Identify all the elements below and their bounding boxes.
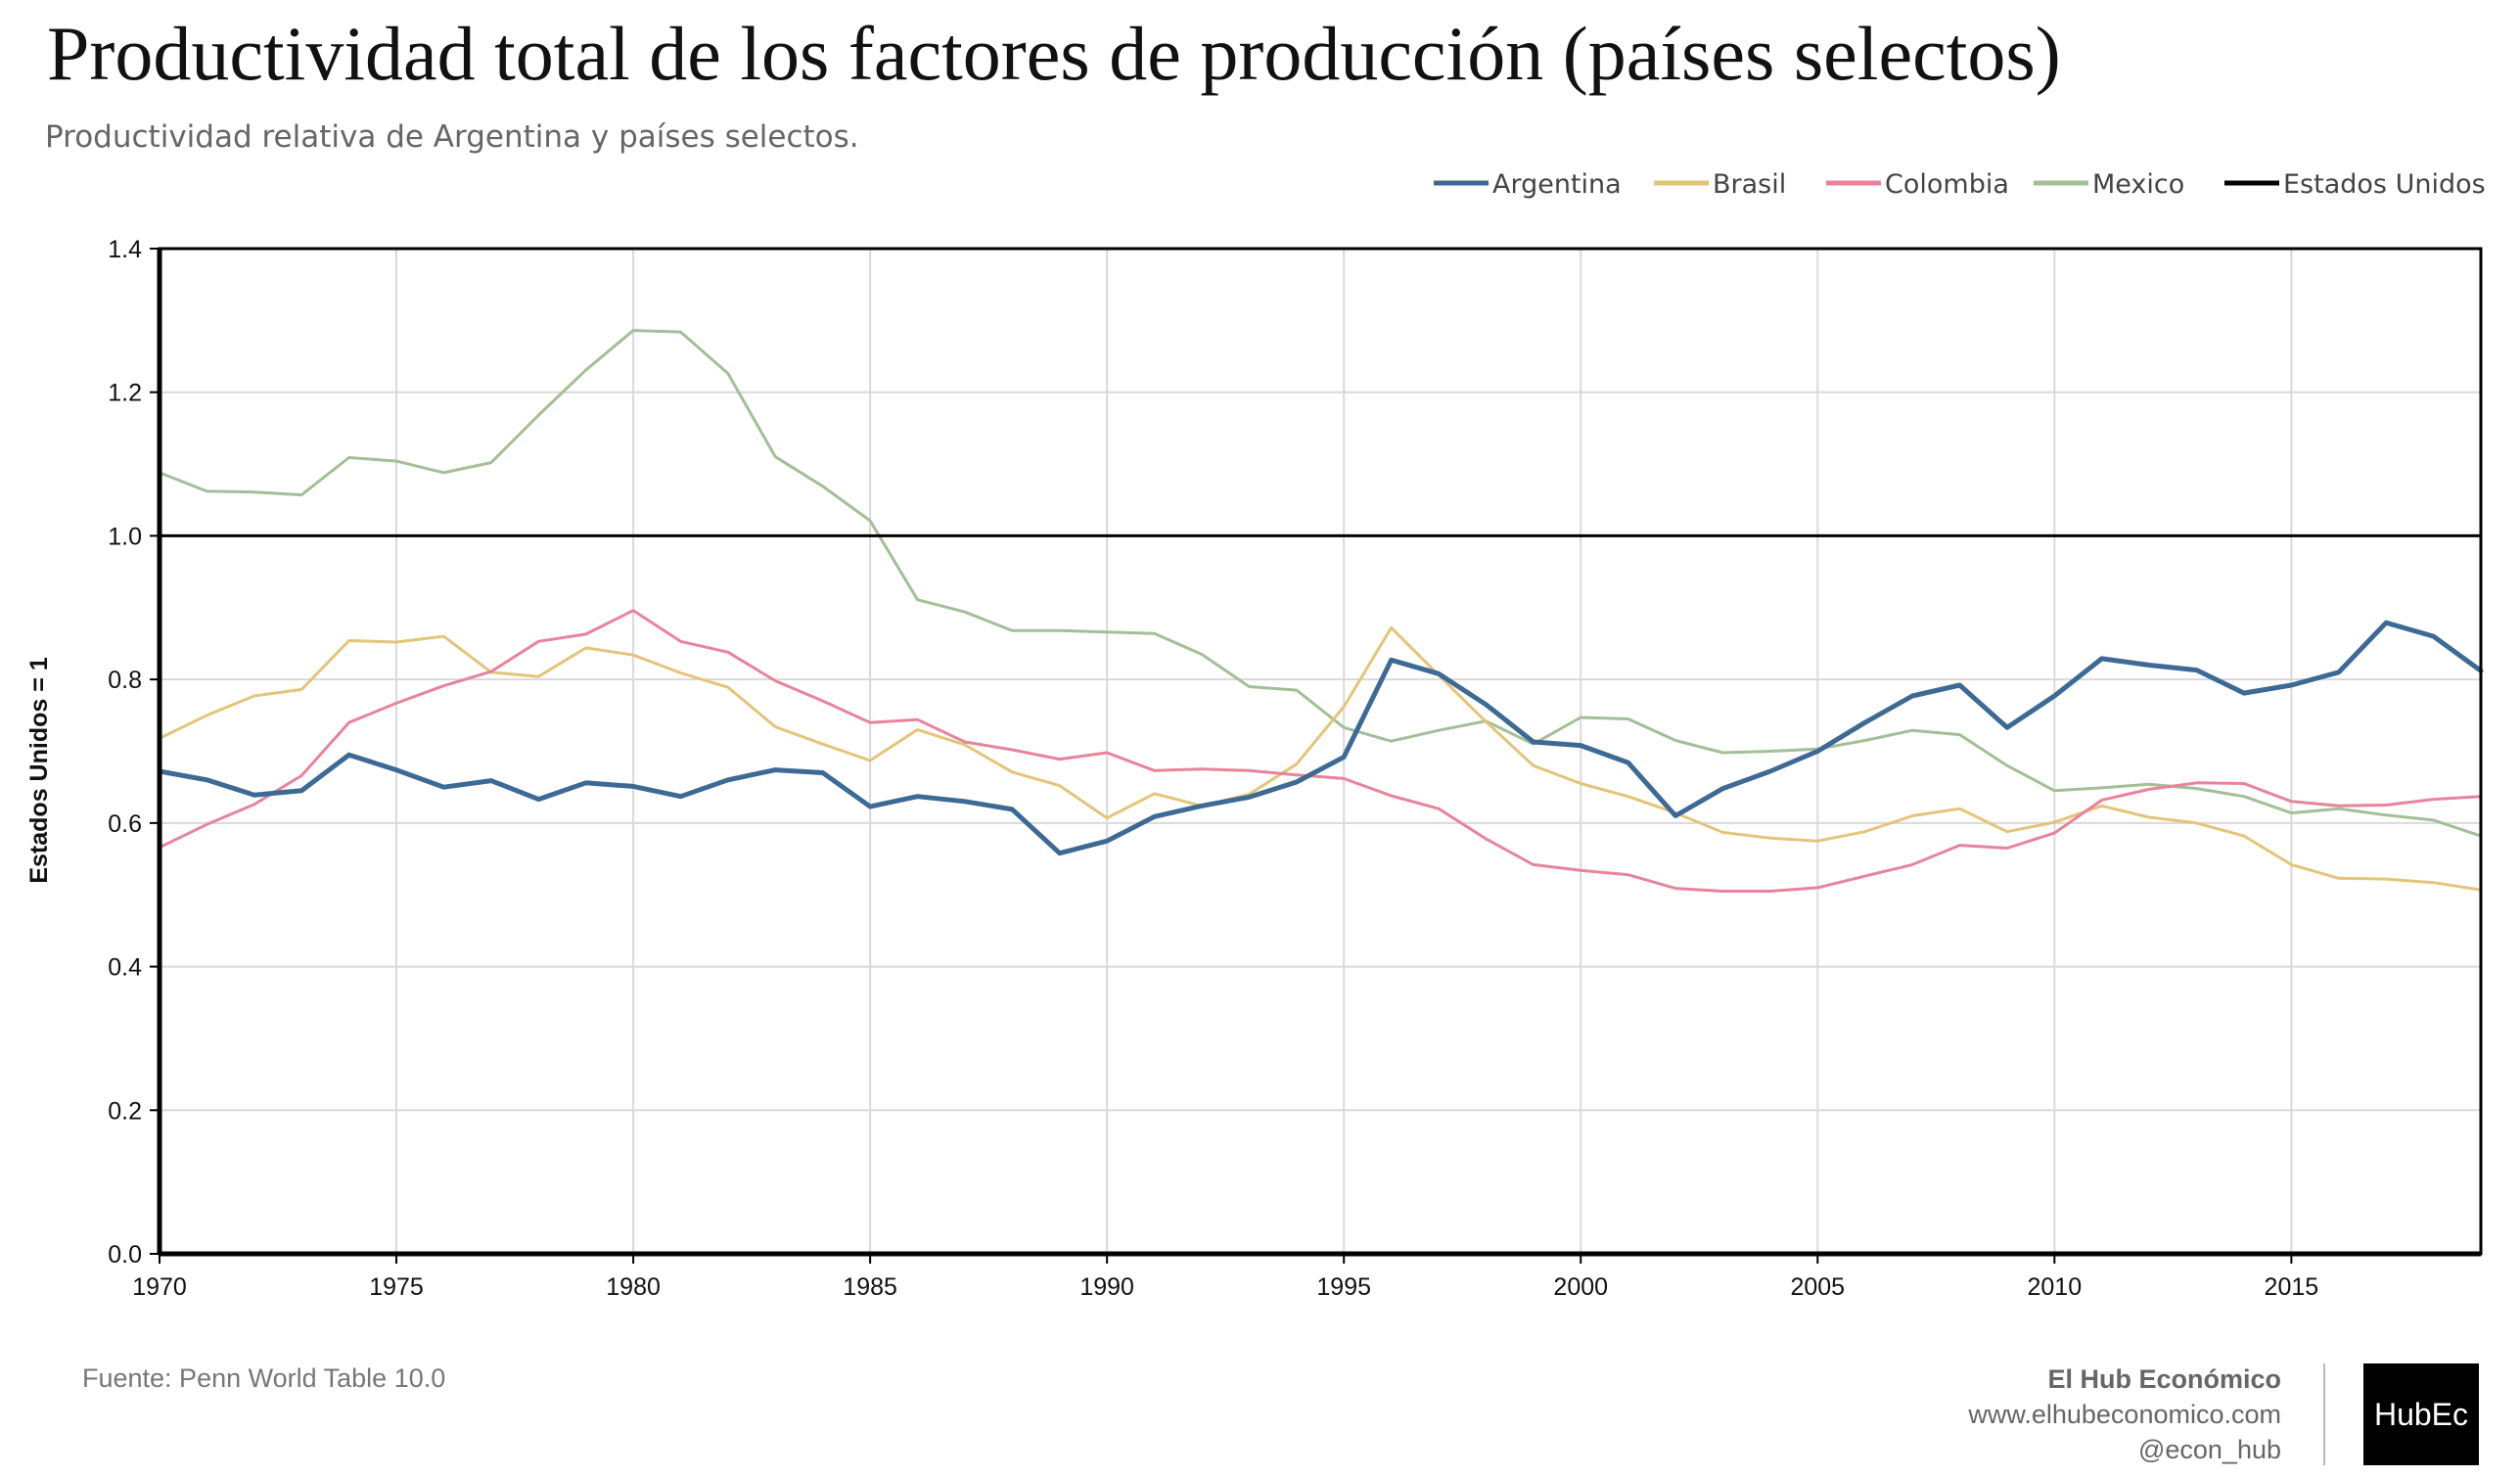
y-tick-label: 0.4 xyxy=(108,954,142,982)
y-tick-label: 1.4 xyxy=(108,236,142,263)
chart-subtitle: Productividad relativa de Argentina y pa… xyxy=(45,119,859,155)
x-tick-label: 2010 xyxy=(2028,1273,2083,1301)
y-tick-label: 0.6 xyxy=(108,810,142,838)
legend-label: Argentina xyxy=(1492,169,1622,200)
x-tick-label: 2000 xyxy=(1553,1273,1608,1301)
series-lines xyxy=(157,329,2484,893)
brand-handle[interactable]: @econ_hub xyxy=(2137,1435,2281,1464)
brand-name: El Hub Económico xyxy=(2047,1364,2281,1394)
legend-label: Mexico xyxy=(2092,169,2184,200)
series-line-argentina xyxy=(157,620,2484,856)
y-tick-label: 0.8 xyxy=(108,667,142,694)
legend-label: Brasil xyxy=(1713,169,1786,200)
x-tick-label: 1980 xyxy=(606,1273,661,1301)
brand-divider xyxy=(2323,1363,2325,1465)
y-tick-label: 0.2 xyxy=(108,1097,142,1125)
y-tick-label: 1.2 xyxy=(108,380,142,407)
y-axis-label: Estados Unidos = 1 xyxy=(25,657,53,883)
grid xyxy=(160,249,2481,1254)
hubec-logo: HubEc xyxy=(2363,1363,2479,1465)
x-tick-label: 1975 xyxy=(369,1273,424,1301)
legend-label: Estados Unidos xyxy=(2283,169,2486,200)
plot-frame xyxy=(158,247,2483,1256)
x-tick-label: 1985 xyxy=(843,1273,897,1301)
x-tick-label: 1970 xyxy=(132,1273,187,1301)
legend: Argentina Brasil Colombia Mexico Estados Uni… xyxy=(1434,169,2486,200)
legend-label: Colombia xyxy=(1885,169,2009,200)
series-line-mexico xyxy=(158,329,2483,838)
chart-title: Productividad total de los factores de p… xyxy=(47,11,2061,96)
series-line-brasil xyxy=(158,625,2483,892)
brand-block: El Hub Económico www.elhubeconomico.com … xyxy=(1968,1362,2281,1467)
axes: 0.0 0.2 0.4 0.6 0.8 1.0 1.2 1.4 1970 1975 1980 1985… xyxy=(108,236,2483,1301)
x-tick-label: 2015 xyxy=(2265,1273,2319,1301)
y-tick-label: 0.0 xyxy=(108,1241,142,1269)
source-note: Fuente: Penn World Table 10.0 xyxy=(82,1363,446,1393)
y-tick-label: 1.0 xyxy=(108,523,142,550)
x-tick-label: 1990 xyxy=(1079,1273,1134,1301)
x-tick-label: 1995 xyxy=(1316,1273,1371,1301)
series-line-colombia xyxy=(158,609,2483,893)
x-tick-label: 2005 xyxy=(1790,1273,1845,1301)
brand-url[interactable]: www.elhubeconomico.com xyxy=(1968,1400,2281,1429)
